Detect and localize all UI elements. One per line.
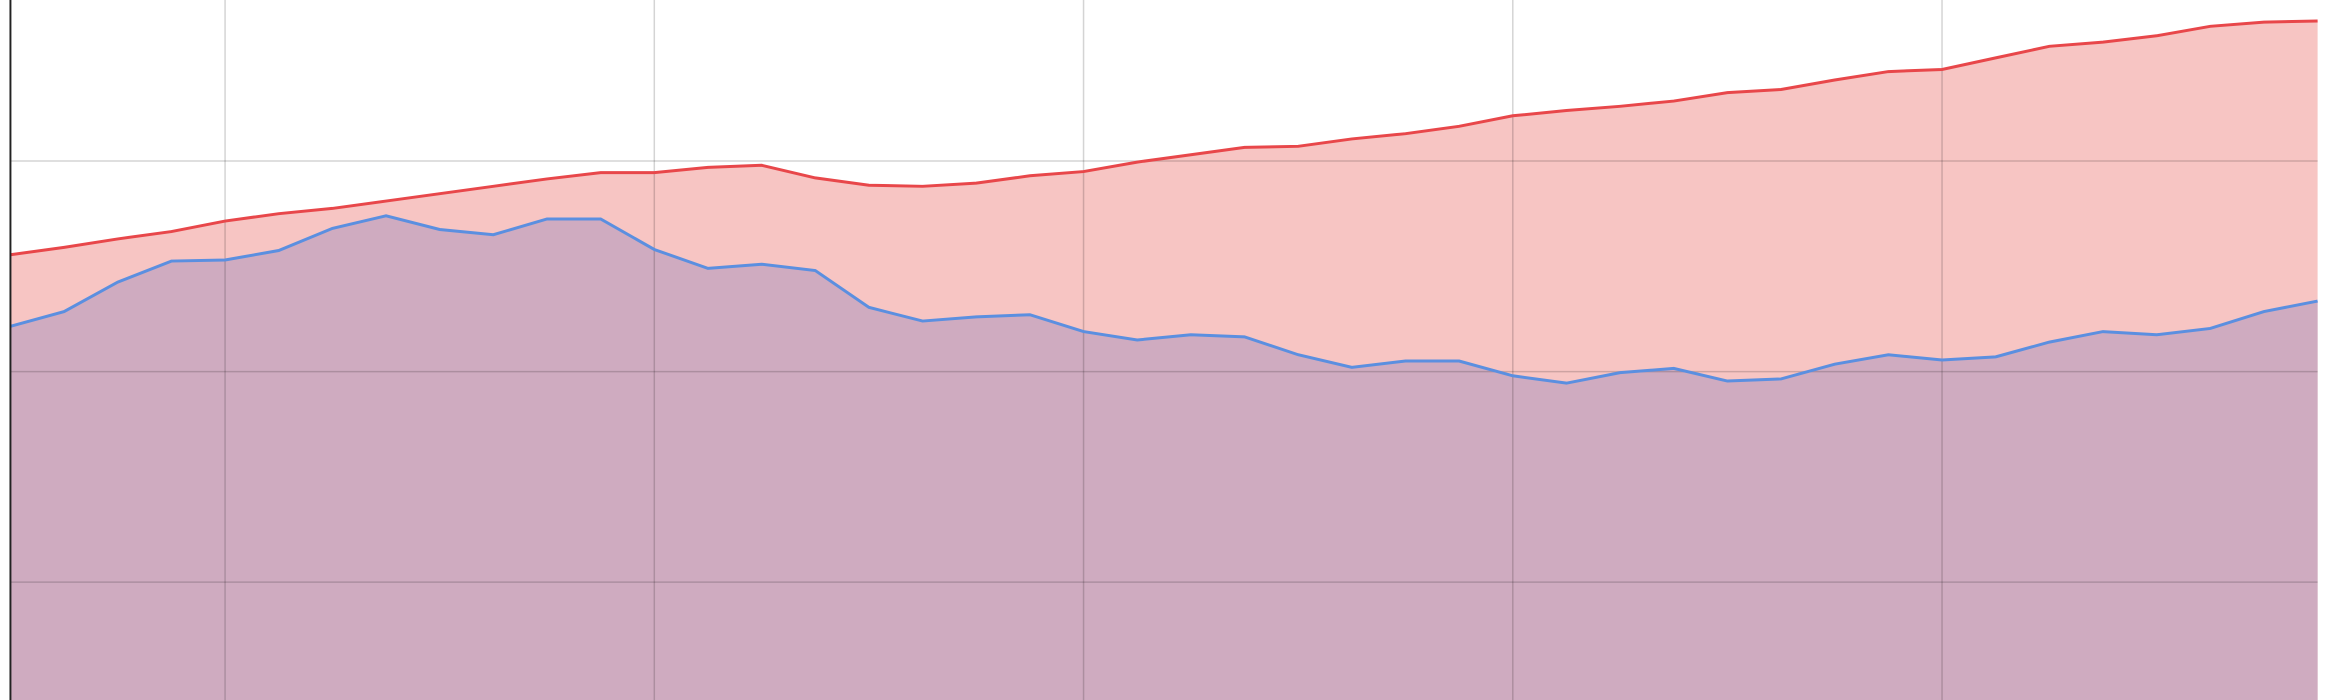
area-fill [10, 215, 2318, 700]
series-line [10, 214, 2318, 385]
series-line [10, 19, 2318, 257]
